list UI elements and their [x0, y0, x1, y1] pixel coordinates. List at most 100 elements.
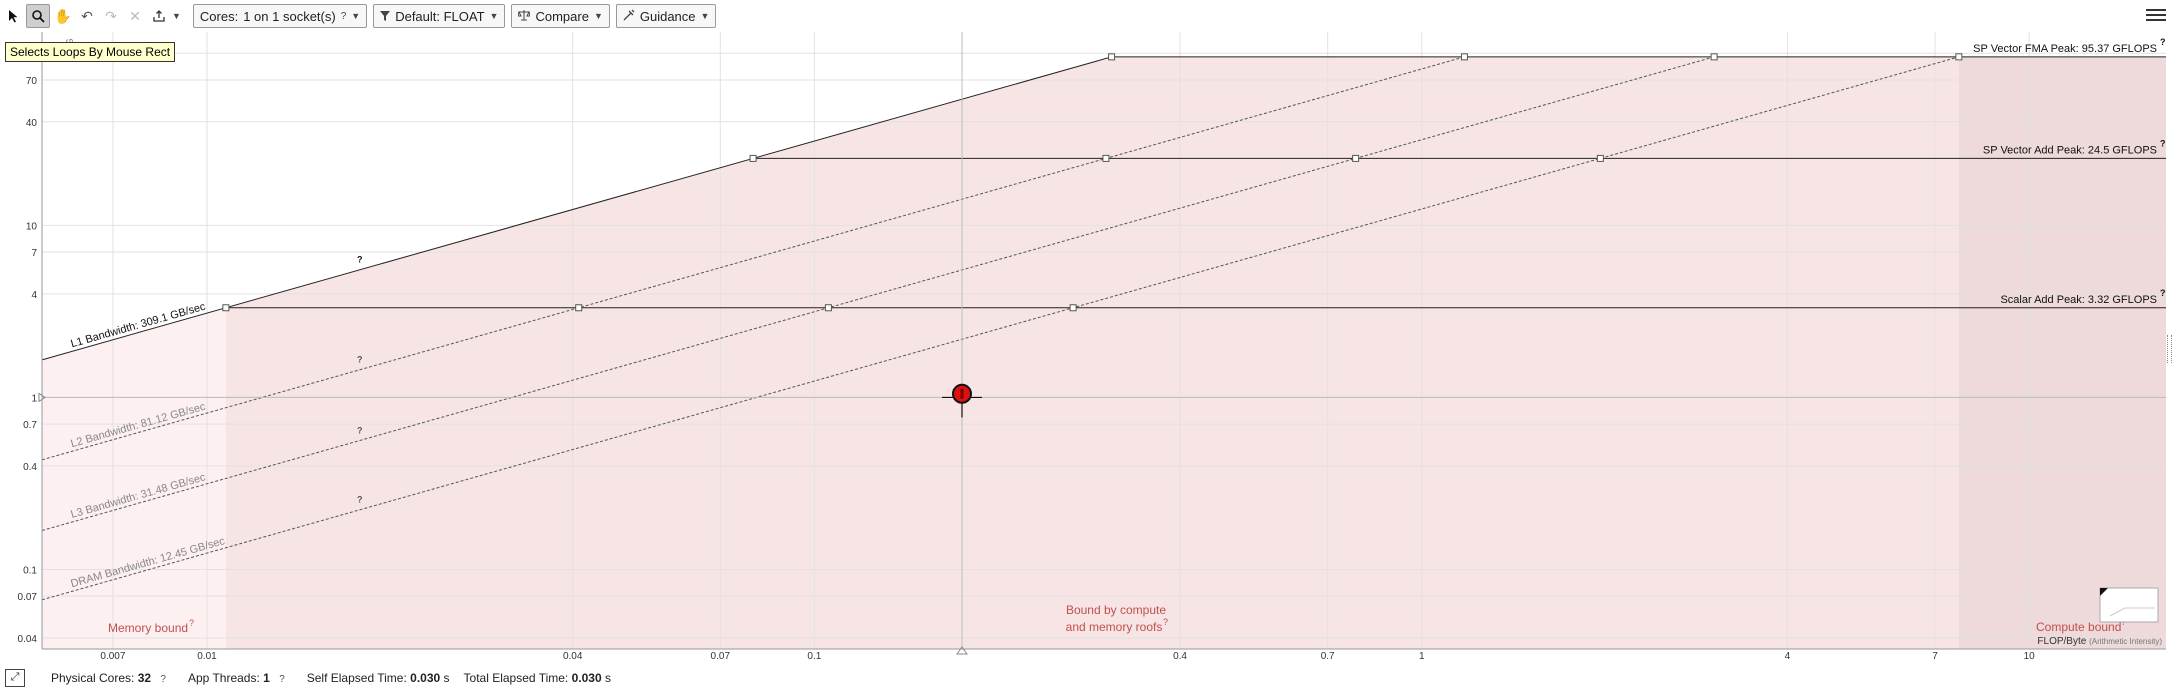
cores-label: Cores: [199, 8, 239, 24]
total-time-unit: s [604, 670, 611, 685]
y-tick-label: 40 [26, 118, 38, 129]
roof-intersection-marker [222, 304, 230, 312]
help-icon[interactable]: ? [1163, 617, 1168, 627]
help-icon[interactable]: ? [160, 673, 166, 685]
expand-icon[interactable]: ⤢ [5, 668, 25, 687]
memory-bound-region [42, 307, 226, 649]
mixed-bound-label-1: Bound by compute [1066, 603, 1166, 617]
help-icon[interactable]: ? [189, 618, 194, 628]
x-tick-label: 7 [1932, 651, 1938, 662]
redo-icon[interactable]: ↷ [105, 7, 117, 24]
x-tick-label: 0.7 [1321, 651, 1335, 662]
x-tick-label: 0.1 [807, 651, 821, 662]
compare-button[interactable]: Compare ▼ [511, 4, 610, 28]
roof-intersection-marker [575, 304, 583, 312]
minimap-frame[interactable] [2099, 587, 2159, 623]
y-tick-label: 0.04 [18, 634, 38, 645]
bound-regions [42, 56, 2166, 649]
loop-point-core [960, 388, 964, 399]
roof-intersection-marker [1069, 304, 1077, 312]
toolbar: ✋ ↶ ↷ ✕ ▼ Cores: 1 on 1 socket(s) ? ▼ De… [0, 0, 2174, 32]
status-bar: ⤢ Physical Cores: 32 ? App Threads: 1 ? … [0, 668, 2174, 687]
roof-intersection-marker [1352, 154, 1360, 162]
minimap-corner-icon [2100, 588, 2108, 596]
app-threads-stat: App Threads: 1 ? [188, 671, 285, 685]
y-tick-label: 0.4 [23, 462, 37, 473]
roof-lines [41, 53, 2166, 601]
roof-intersection-marker [1108, 53, 1116, 61]
x-tick-label: 0.07 [711, 651, 731, 662]
memory-roof-line[interactable] [41, 56, 1465, 461]
filter-icon [380, 9, 391, 24]
export-dropdown-caret[interactable]: ▼ [172, 11, 181, 21]
roof-intersection-marker [749, 154, 757, 162]
compare-label: Compare [535, 8, 589, 24]
x-tick-label: 0.4 [1173, 651, 1187, 662]
guidance-button[interactable]: Guidance ▼ [615, 4, 717, 28]
total-elapsed-stat: Total Elapsed Time: 0.030 s [464, 671, 611, 685]
help-icon[interactable]: ? [2160, 37, 2166, 47]
roof-intersection-marker [1596, 154, 1604, 162]
clear-icon[interactable]: ✕ [129, 7, 141, 24]
export-icon[interactable] [148, 5, 170, 27]
minimap[interactable] [2099, 587, 2159, 623]
y-tick-label: 70 [26, 76, 38, 87]
x-tick-label: 10 [2024, 651, 2036, 662]
help-icon[interactable]: ? [357, 255, 363, 265]
gridlines [42, 32, 2166, 649]
x-tick-label: 0.04 [563, 651, 583, 662]
compute-bound-region [1958, 56, 2166, 649]
y-tick-label: 4 [31, 290, 37, 301]
point-axis-marker [956, 646, 968, 655]
select-arrow-icon[interactable] [2, 5, 24, 27]
precision-selector[interactable]: Default: FLOAT ▼ [373, 4, 506, 28]
app-threads-value: 1 [263, 670, 270, 685]
memory-roof-line[interactable] [41, 56, 1959, 601]
total-time-value: 0.030 [571, 670, 602, 685]
guidance-label: Guidance [639, 8, 696, 24]
help-icon[interactable]: ? [279, 673, 285, 685]
resize-handle[interactable] [2167, 335, 2172, 363]
compute-roof-label: SP Vector FMA Peak: 95.37 GFLOPS [1973, 43, 2157, 55]
y-tick-label: 0.7 [23, 420, 37, 431]
self-time-label: Self Elapsed Time: [306, 670, 407, 685]
guidance-icon [623, 9, 635, 24]
hand-icon[interactable]: ✋ [54, 7, 72, 24]
minimap-preview [2109, 607, 2155, 617]
cores-value: 1 on 1 socket(s) [243, 8, 336, 24]
point-axis-marker [38, 392, 46, 403]
cores-selector[interactable]: Cores: 1 on 1 socket(s) ? ▼ [192, 4, 368, 28]
help-icon[interactable]: ? [357, 355, 363, 365]
help-icon[interactable]: ? [357, 425, 363, 435]
hamburger-menu-icon[interactable] [2146, 6, 2166, 24]
help-icon[interactable]: ? [2160, 288, 2166, 298]
roofline-chart[interactable]: SP Vector FMA Peak: 95.37 GFLOPS?SP Vect… [0, 32, 2174, 668]
help-icon[interactable]: ? [357, 495, 363, 505]
app-threads-label: App Threads: [187, 670, 260, 685]
chevron-down-icon: ▼ [593, 11, 603, 21]
help-icon[interactable]: ? [340, 10, 347, 22]
y-tick-label: 7 [31, 248, 37, 259]
y-tick-label: 0.1 [23, 565, 37, 576]
memory-roof-line[interactable] [41, 56, 1112, 361]
self-time-unit: s [443, 670, 450, 685]
compute-roof-label: Scalar Add Peak: 3.32 GFLOPS [2000, 294, 2157, 306]
physical-cores-label: Physical Cores: [51, 670, 135, 685]
y-tick-label: 10 [26, 221, 38, 232]
data-points[interactable] [38, 32, 2166, 655]
mixed-bound-region [225, 56, 1959, 649]
self-elapsed-stat: Self Elapsed Time: 0.030 s [307, 671, 450, 685]
memory-bound-label: Memory bound [108, 621, 188, 635]
compute-bound-label: Compute bound [2036, 620, 2121, 634]
self-time-value: 0.030 [410, 670, 441, 685]
help-icon[interactable]: ? [2160, 138, 2166, 148]
roof-intersection-marker [1102, 154, 1110, 162]
precision-label: Default: FLOAT [395, 8, 485, 24]
roof-intersection-marker [1955, 53, 1963, 61]
undo-icon[interactable]: ↶ [81, 7, 93, 24]
physical-cores-stat: Physical Cores: 32 ? [51, 671, 166, 685]
magnifier-icon[interactable] [26, 4, 50, 28]
axis-ticks: 0.007 0.01 0.04 0.07 0.1 0.4 0.7 1 4 7 10 0.04 0.07 0… [18, 32, 2166, 662]
x-tick-label: 4 [1785, 651, 1791, 662]
